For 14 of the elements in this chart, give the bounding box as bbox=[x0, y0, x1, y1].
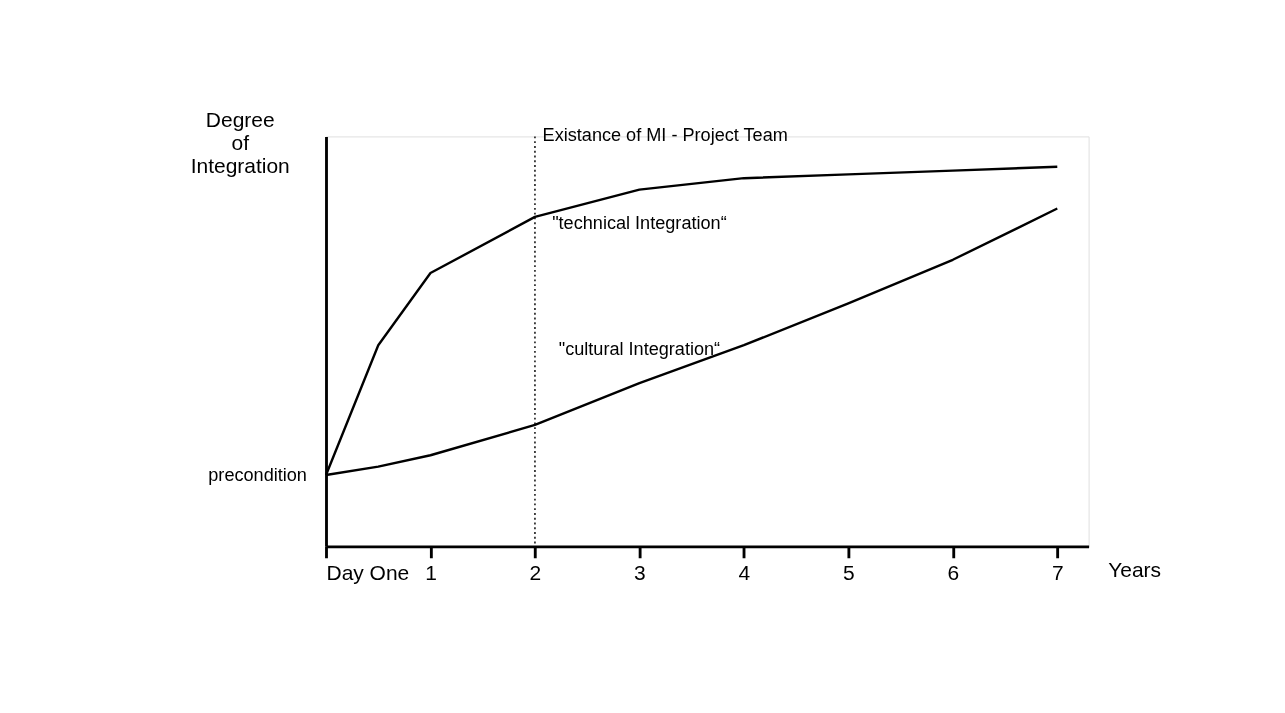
x-tick-label: 5 bbox=[842, 561, 855, 585]
x-tick-label: Day One bbox=[326, 561, 410, 585]
y-axis-title: Degree of Integration bbox=[190, 107, 290, 177]
series-label: "cultural Integration“ bbox=[558, 339, 721, 360]
x-tick-label: 1 bbox=[425, 561, 437, 585]
x-tick-label: 6 bbox=[947, 561, 960, 585]
x-tick-label: 2 bbox=[529, 561, 542, 585]
x-tick-label: 4 bbox=[738, 561, 751, 585]
annotation: precondition bbox=[208, 464, 307, 485]
x-axis-title: Years bbox=[1108, 558, 1162, 582]
x-tick-label: 7 bbox=[1051, 561, 1064, 585]
x-tick-label: 3 bbox=[634, 561, 646, 585]
series-label: "technical Integration“ bbox=[552, 212, 727, 233]
ref-line-label: Existance of MI - Project Team bbox=[542, 125, 788, 146]
